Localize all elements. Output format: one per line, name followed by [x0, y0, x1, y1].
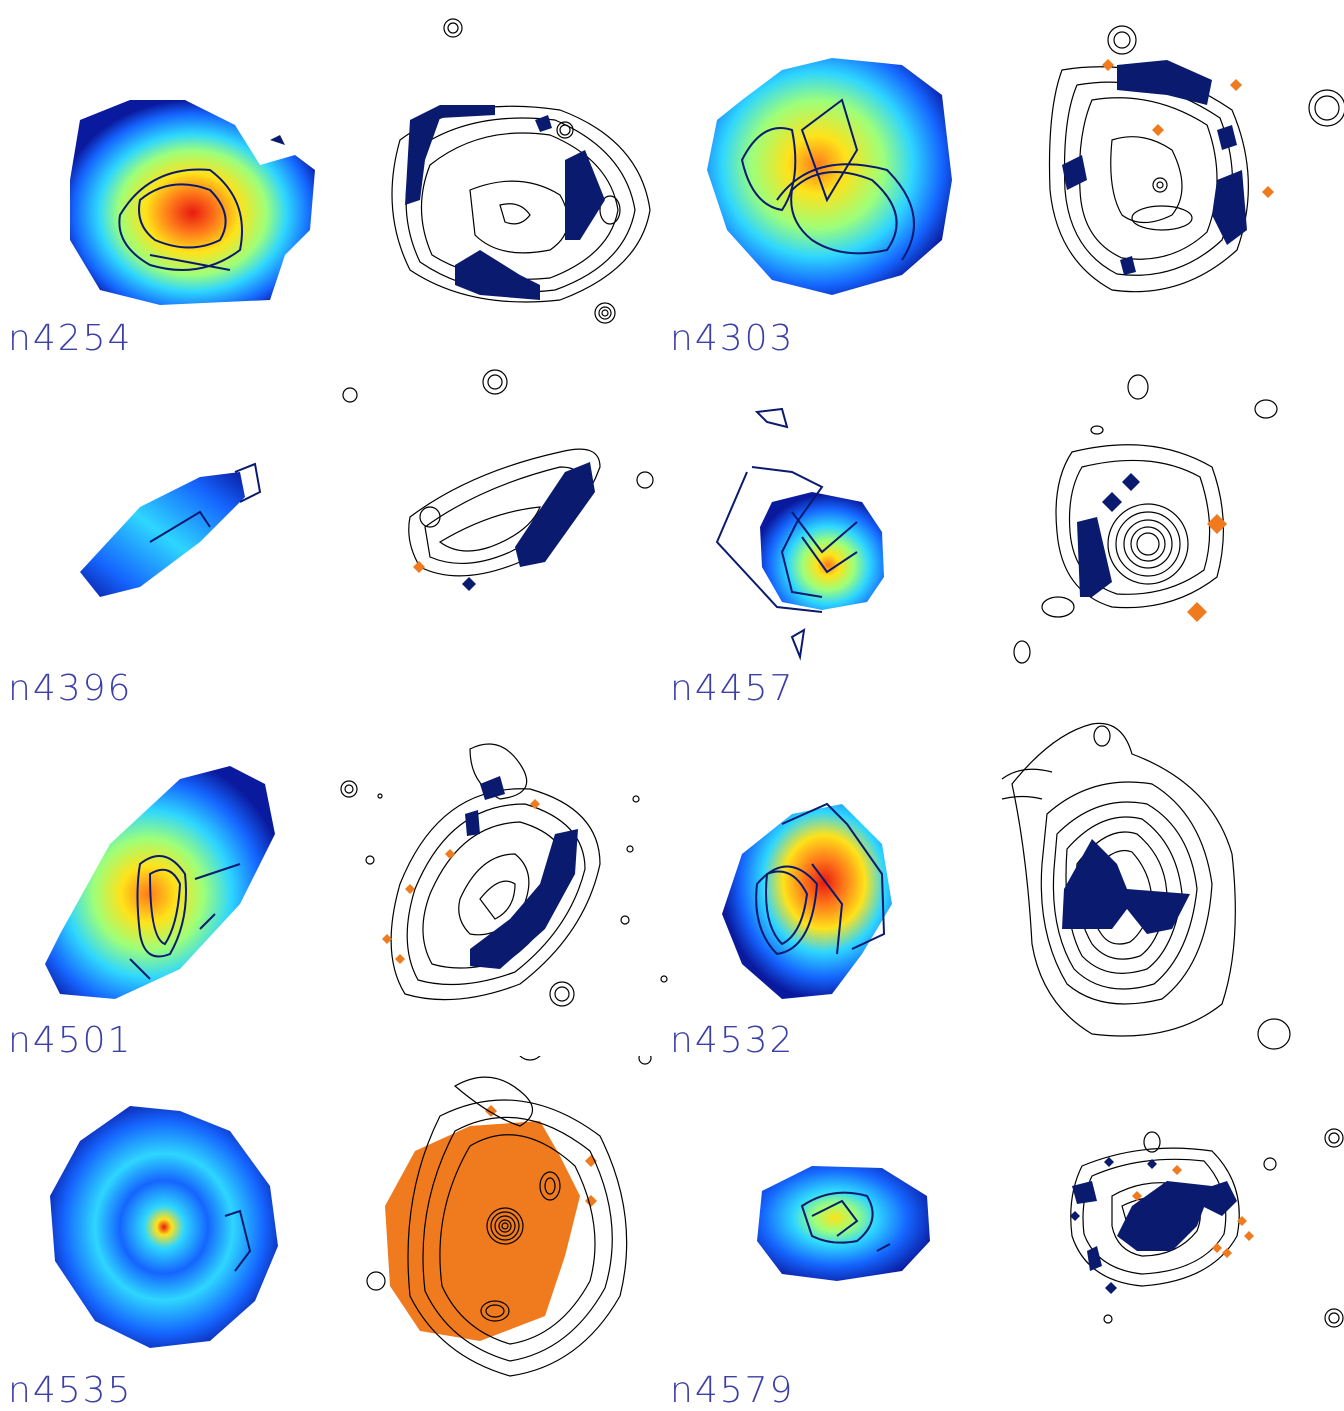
n4457-contour-map — [1014, 375, 1277, 663]
n4501-contour-map — [341, 744, 667, 1006]
panel-label: n4501 — [8, 1020, 132, 1061]
panel-n4501-graphic — [0, 704, 672, 1056]
panel-n4579: n4579 — [672, 1056, 1344, 1407]
panel-n4254: n4254 — [0, 0, 672, 352]
panel-label: n4532 — [670, 1020, 794, 1061]
panel-n4532-graphic — [672, 704, 1344, 1056]
panel-n4532: n4532 — [672, 704, 1344, 1056]
panel-label: n4396 — [8, 668, 132, 709]
n4254-moment-map — [70, 100, 315, 305]
panel-n4535: n4535 — [0, 1056, 672, 1407]
panel-n4457-graphic — [672, 352, 1344, 704]
n4501-negative-regions — [465, 776, 578, 969]
panel-n4254-graphic — [0, 0, 672, 352]
panel-n4303-graphic — [672, 0, 1344, 352]
panel-n4535-graphic — [0, 1056, 672, 1407]
n4303-moment-map — [707, 58, 952, 295]
panel-n4579-graphic — [672, 1056, 1344, 1407]
n4303-contour-map — [1050, 26, 1344, 292]
panel-n4396-graphic — [0, 352, 672, 704]
panel-label: n4457 — [670, 668, 794, 709]
n4532-contour-map — [1002, 723, 1290, 1049]
panel-n4303: n4303 — [672, 0, 1344, 352]
panel-label: n4535 — [8, 1370, 132, 1411]
n4579-contour-map — [1071, 1129, 1343, 1327]
n4396-contour-map — [343, 370, 653, 576]
n4457-positive-regions — [1187, 514, 1227, 622]
panel-label: n4579 — [670, 1370, 794, 1411]
n4501-moment-map — [45, 766, 275, 999]
panel-n4501: n4501 — [0, 704, 672, 1056]
n4579-moment-map — [757, 1166, 930, 1281]
n4532-moment-map — [722, 804, 892, 999]
panel-n4396: n4396 — [0, 352, 672, 704]
panel-n4457: n4457 — [672, 352, 1344, 704]
n4396-positive-regions — [413, 561, 425, 573]
n4396-negative-regions — [462, 462, 595, 591]
